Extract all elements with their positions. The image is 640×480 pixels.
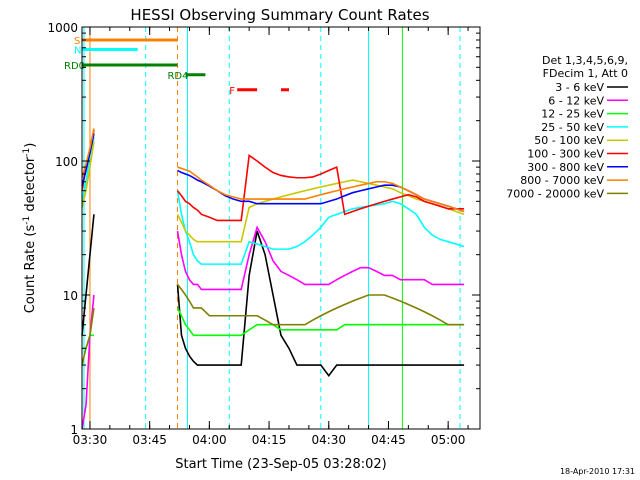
y-tick-label-1: 10: [63, 289, 78, 303]
series-line-8: [176, 283, 465, 326]
series-line-0: [176, 230, 465, 378]
series-line-left-0: [81, 214, 95, 336]
series-line-3: [176, 190, 465, 265]
legend-label-3: 25 - 50 keV: [541, 121, 604, 134]
legend: Det 1,3,4,5,6,9,FDecim 1, Att 03 - 6 keV…: [506, 54, 628, 200]
series-line-left-7: [81, 128, 95, 178]
series-line-1: [176, 225, 465, 291]
x-tick-label-5: 04:45: [371, 433, 406, 447]
series-line-4: [176, 179, 465, 243]
legend-label-6: 300 - 800 keV: [527, 161, 604, 174]
x-tick-label-1: 03:45: [132, 433, 167, 447]
y-axis-label-sup1: -1: [22, 216, 32, 225]
axes: 1 10 100 1000 03:30 03:45 04:00 04:15 04:30 04:45…: [47, 21, 480, 447]
plot-frame: [81, 26, 481, 430]
y-tick-label-2: 100: [55, 155, 78, 169]
legend-label-2: 12 - 25 keV: [541, 108, 604, 121]
legend-label-7: 800 - 7000 keV: [520, 174, 604, 187]
chart-title: HESSI Observing Summary Count Rates: [130, 6, 429, 24]
flag-label-4: RD0: [64, 61, 85, 72]
y-axis-label-end: ): [23, 143, 38, 148]
legend-label-4: 50 - 100 keV: [534, 134, 604, 147]
x-tick-label-3: 04:15: [252, 433, 287, 447]
series-line-left-1: [81, 294, 95, 430]
flag-label-5: RD4: [167, 71, 188, 82]
x-tick-label-6: 05:00: [431, 433, 466, 447]
series-line-left-8: [81, 307, 95, 366]
y-axis-label-mid: detector: [23, 156, 38, 216]
legend-label-1: 6 - 12 keV: [548, 94, 604, 107]
legend-header-1: FDecim 1, Att 0: [543, 67, 628, 80]
x-tick-label-0: 03:30: [73, 433, 108, 447]
legend-header-0: Det 1,3,4,5,6,9,: [542, 54, 628, 67]
x-axis-label: Start Time (23-Sep-05 03:28:02): [175, 457, 386, 472]
legend-label-5: 100 - 300 keV: [527, 148, 604, 161]
series-line-left-6: [81, 133, 95, 187]
x-tick-label-4: 04:30: [311, 433, 346, 447]
series-line-2: [176, 307, 465, 337]
timestamp: 18-Apr-2010 17:31: [560, 467, 635, 476]
legend-label-8: 7000 - 20000 keV: [506, 187, 604, 200]
y-tick-label-3: 1000: [47, 21, 78, 35]
plot-content: SN F RD0 RD4: [64, 27, 465, 430]
series-line-left-4: [81, 141, 95, 208]
x-tick-label-2: 04:00: [192, 433, 227, 447]
y-tick-label-0: 1: [70, 423, 78, 437]
y-axis-label-sup2: -1: [22, 148, 32, 157]
flag-label-1: N: [74, 45, 81, 56]
series-line-5: [176, 154, 465, 222]
legend-label-0: 3 - 6 keV: [555, 81, 604, 94]
y-axis-label: Count Rate (s-1 detector-1): [22, 143, 38, 314]
flag-label-0: S: [74, 36, 80, 47]
flag-label-2: F: [229, 86, 235, 97]
series-line-7: [177, 166, 465, 213]
y-axis-label-main: Count Rate (s: [23, 225, 38, 314]
